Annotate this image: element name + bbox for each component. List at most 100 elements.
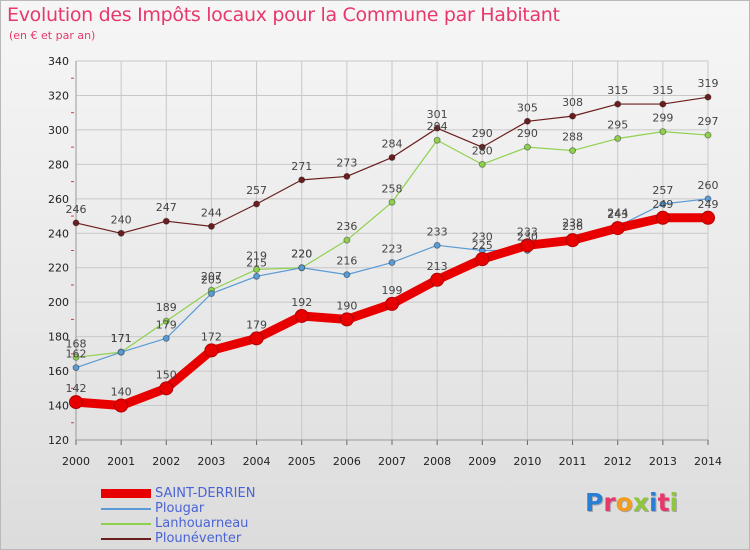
y-tick-label: 340 [48,55,69,68]
y-tick-label: 140 [48,400,69,413]
data-label: 223 [382,243,403,256]
data-point-lanhouarneau [478,160,486,168]
legend-label-plougar: Plougar [155,501,205,516]
y-tick-label: 300 [48,124,69,137]
data-point-lanhouarneau [343,236,351,244]
data-point-plouneventer [523,117,531,125]
data-point-plouneventer [253,200,261,208]
data-label: 219 [246,249,267,262]
data-label: 319 [698,77,719,90]
brand-logo-letter: P [585,488,604,517]
brand-logo: Proxiti [585,488,678,517]
data-label: 308 [562,96,583,109]
chart-subtitle: (en € et par an) [9,29,96,42]
data-point-plougar [117,348,125,356]
data-point-saint-derrien [520,238,535,253]
data-point-plouneventer [704,93,712,101]
data-label: 246 [66,203,87,216]
data-label: 297 [698,115,719,128]
data-label: 290 [517,127,538,140]
data-point-lanhouarneau [388,198,396,206]
x-tick-label: 2004 [243,455,271,468]
y-tick-label: 260 [48,193,69,206]
x-tick-label: 2012 [604,455,632,468]
data-label: 257 [652,184,673,197]
brand-logo-letter: x [632,488,649,517]
data-point-lanhouarneau [614,135,622,143]
data-label: 189 [156,301,177,314]
data-point-plouneventer [117,229,125,237]
brand-logo-letter: o [615,488,633,517]
x-tick-label: 2000 [62,455,90,468]
x-tick-label: 2001 [107,455,135,468]
data-label: 249 [652,198,673,211]
data-point-lanhouarneau [704,131,712,139]
data-label: 171 [111,332,132,345]
legend-swatch-lanhouarneau [101,523,151,525]
brand-logo-letter: r [603,488,616,517]
data-label: 305 [517,101,538,114]
x-tick-label: 2013 [649,455,677,468]
legend-label-plouneventer: Plounéventer [155,531,242,546]
data-point-saint-derrien [430,272,445,287]
data-label: 236 [562,220,583,233]
data-point-lanhouarneau [162,317,170,325]
brand-logo-letter: t [657,488,670,517]
y-tick-label: 200 [48,296,69,309]
data-label: 271 [291,160,312,173]
data-point-plougar [388,259,396,267]
data-label: 238 [562,217,583,230]
data-point-plougar [433,241,441,249]
x-tick-label: 2008 [423,455,451,468]
data-label: 301 [427,108,448,121]
data-point-saint-derrien [610,221,625,236]
data-point-plouneventer [298,176,306,184]
data-point-saint-derrien [339,312,354,327]
y-tick-label: 180 [48,331,69,344]
x-tick-label: 2005 [288,455,316,468]
data-point-saint-derrien [655,210,670,225]
x-tick-label: 2009 [468,455,496,468]
data-point-plouneventer [343,172,351,180]
data-label: 257 [246,184,267,197]
data-label: 179 [156,318,177,331]
data-point-plougar [343,271,351,279]
data-label: 284 [382,137,403,150]
data-label: 140 [111,386,132,399]
data-point-saint-derrien [565,233,580,248]
y-tick-label: 160 [48,365,69,378]
data-label: 260 [698,179,719,192]
legend-swatch-plougar [101,508,151,510]
data-point-lanhouarneau [433,136,441,144]
data-label: 233 [427,225,448,238]
data-label: 171 [111,332,132,345]
data-label: 190 [336,299,357,312]
data-label: 220 [291,248,312,261]
data-label: 244 [607,206,628,219]
data-label: 205 [201,274,222,287]
data-label: 142 [66,382,87,395]
data-point-plougar [72,364,80,372]
y-tick-label: 240 [48,227,69,240]
data-point-plouneventer [569,112,577,120]
data-label: 220 [291,248,312,261]
data-point-plougar [298,264,306,272]
chart-title: Evolution des Impôts locaux pour la Comm… [7,4,560,26]
data-point-saint-derrien [69,395,83,410]
y-tick-label: 320 [48,89,69,102]
data-point-plougar [207,290,215,298]
data-point-plouneventer [72,219,80,227]
data-label: 243 [607,208,628,221]
data-label: 273 [336,156,357,169]
data-label: 213 [427,260,448,273]
data-label: 244 [201,206,222,219]
data-point-saint-derrien [204,343,219,358]
data-label: 299 [652,112,673,125]
data-point-plouneventer [478,143,486,151]
data-label: 236 [336,220,357,233]
data-label: 280 [472,144,493,157]
legend-label-lanhouarneau: Lanhouarneau [155,516,249,531]
data-label: 216 [336,255,357,268]
